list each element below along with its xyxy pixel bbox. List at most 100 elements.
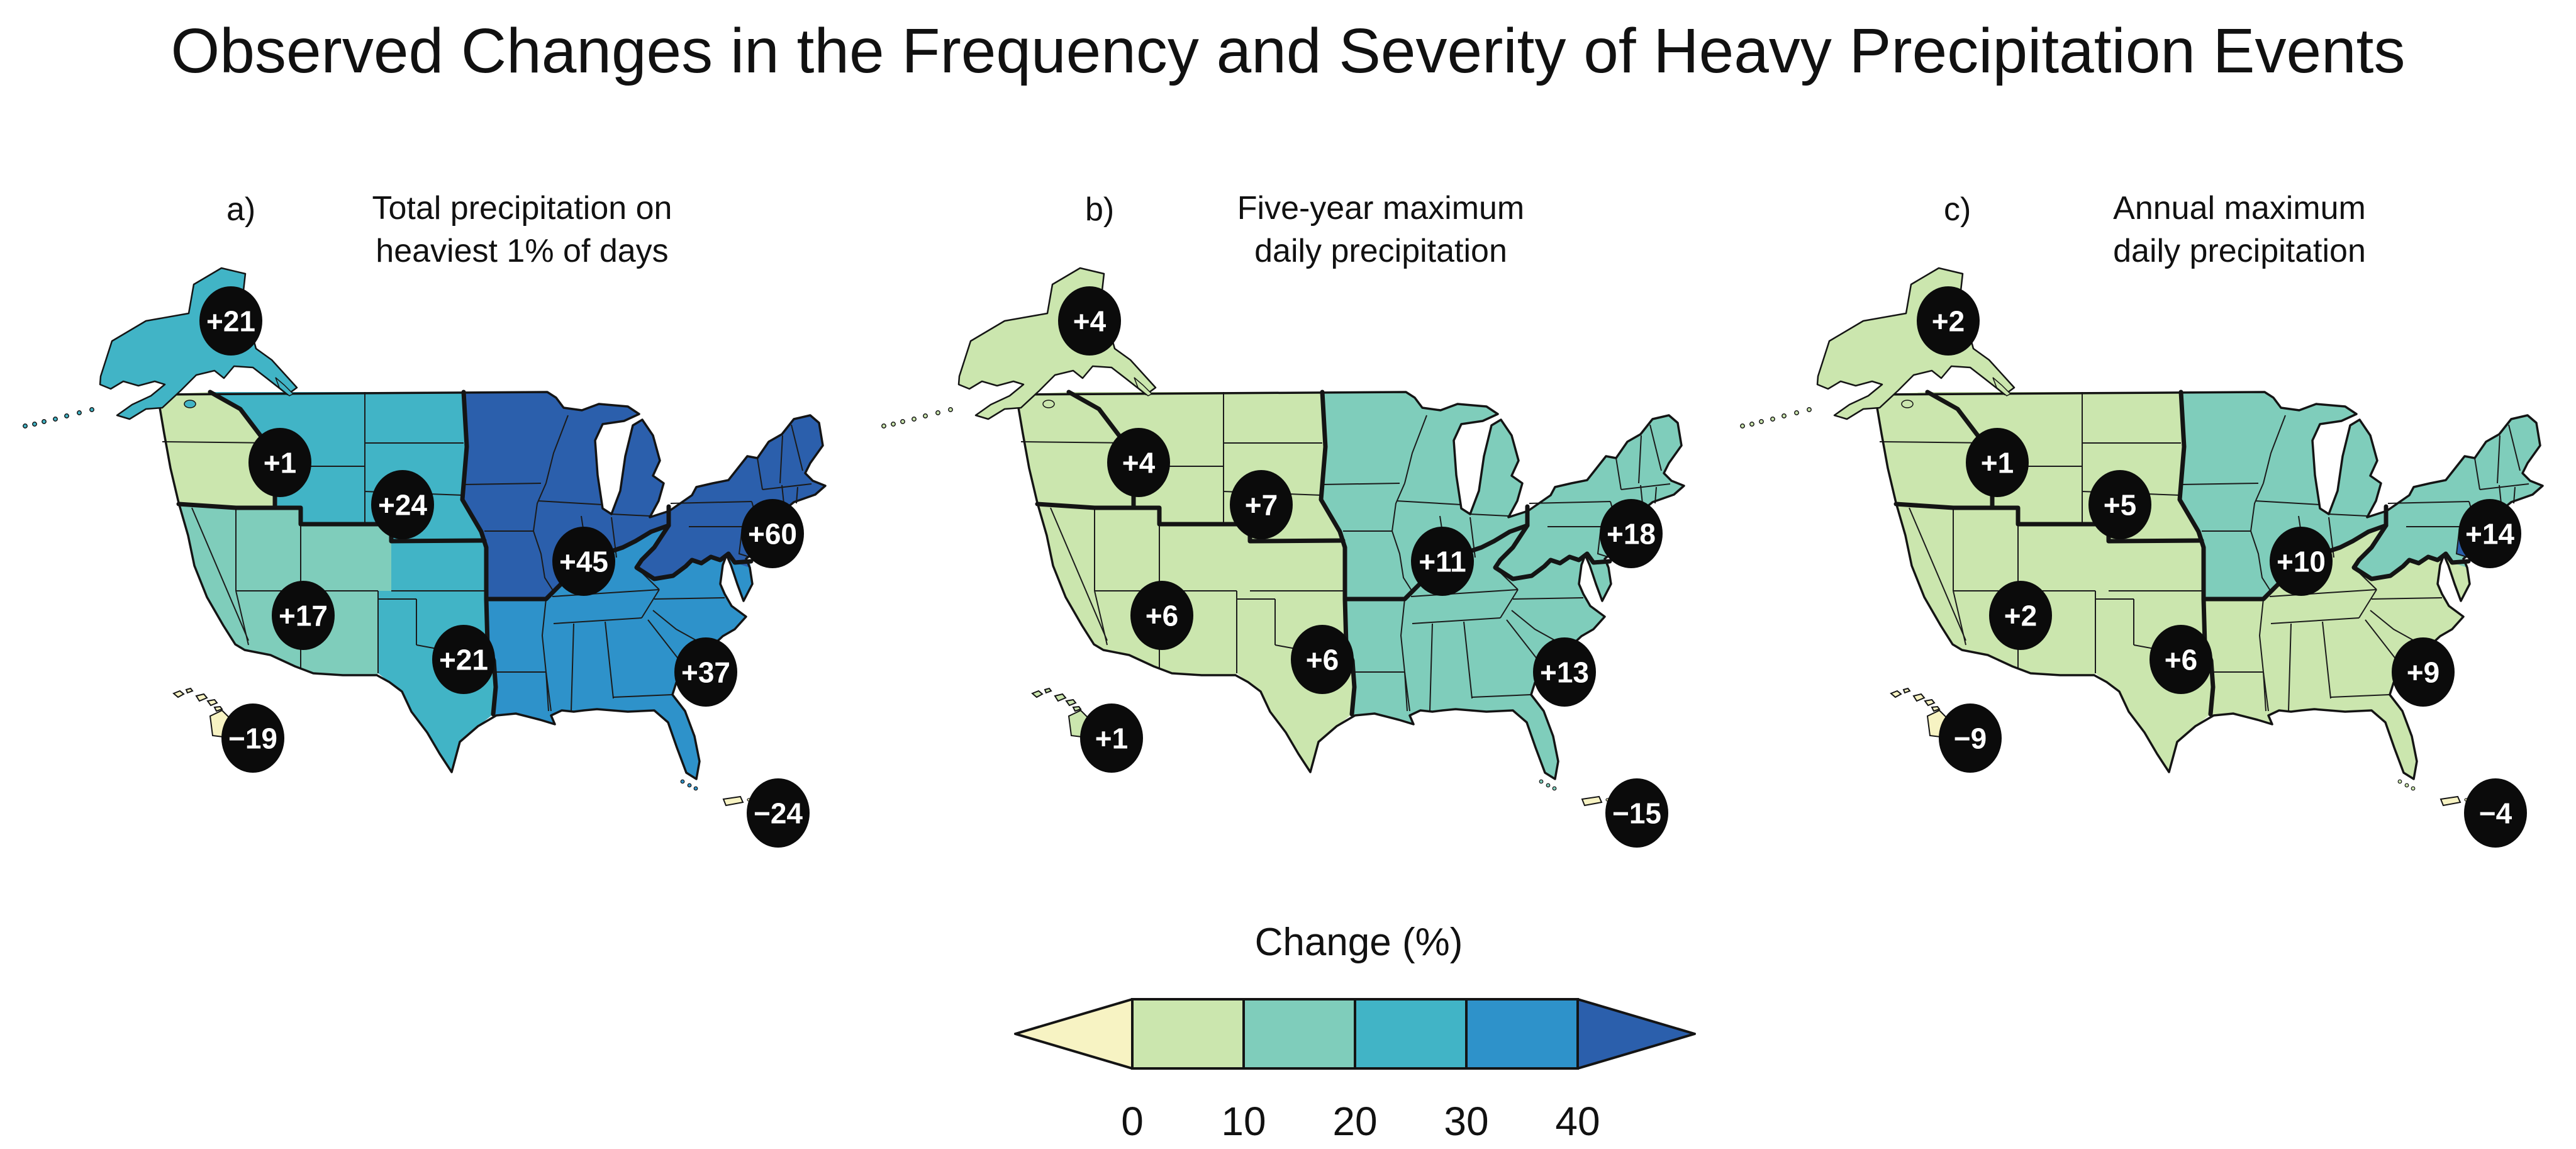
hawaii-island — [1031, 690, 1044, 698]
hawaii-island — [1890, 690, 1902, 698]
value-label-caribbean: −15 — [1612, 797, 1661, 830]
state-border — [1463, 621, 1473, 699]
state-border — [1429, 623, 1433, 712]
value-badge-northern_great_plains — [1230, 470, 1293, 539]
panel-a: a) Total precipitation on heaviest 1% of… — [0, 113, 859, 894]
panel-c-title: c) Annual maximum daily precipitation — [1717, 188, 2576, 307]
panel-b-title: b) Five-year maximum daily precipitation — [859, 188, 1717, 307]
conus-outline — [1875, 391, 2544, 780]
state-border — [791, 424, 803, 471]
aleutian-island — [1794, 410, 1799, 415]
aleutian-island — [32, 422, 37, 427]
value-label-southwest: +17 — [279, 600, 328, 632]
state-border — [2328, 513, 2368, 517]
value-badge-midwest — [552, 527, 615, 596]
aleutian-island — [935, 410, 940, 415]
state-border — [2258, 598, 2269, 712]
state-border — [1404, 671, 1408, 712]
state-border — [1322, 483, 1400, 485]
value-label-northwest: +1 — [264, 447, 296, 479]
value-badge-southern_great_plains — [1291, 625, 1354, 694]
value-badge-alaska — [199, 286, 262, 356]
state-border — [537, 500, 603, 505]
state-border — [613, 694, 672, 698]
alaska-panhandle-islands — [275, 377, 294, 396]
puerto-rico-shape — [1581, 795, 1603, 807]
puerto-rico-shape — [722, 795, 744, 807]
florida-keys-island — [1539, 779, 1544, 784]
state-border — [545, 671, 549, 712]
value-badge-northwest — [1966, 428, 2029, 497]
value-badge-caribbean — [747, 778, 810, 848]
value-label-alaska: +21 — [206, 305, 255, 338]
state-border — [757, 457, 763, 490]
alaska-shape — [1816, 267, 2016, 420]
legend-segment-3 — [1465, 998, 1579, 1070]
alaska-shape — [957, 267, 1157, 420]
us-map-b: +4 +4 +7 +11 +18 +6 +6 +13 +1 −15 — [881, 267, 1685, 848]
florida-keys-island — [2404, 783, 2409, 788]
value-badge-northeast — [741, 499, 804, 568]
panel-a-tag: a) — [226, 191, 256, 228]
value-label-midwest: +45 — [559, 546, 608, 578]
florida-keys-island — [1546, 783, 1551, 788]
hawaii-island — [1065, 698, 1077, 707]
panel-b-tag: b) — [1085, 191, 1115, 228]
aleutian-island — [891, 422, 896, 427]
state-border — [1909, 507, 1966, 641]
state-border — [1615, 457, 1622, 490]
state-border — [1094, 590, 1108, 646]
value-label-northern_great_plains: +24 — [378, 489, 427, 522]
state-border — [641, 589, 660, 619]
aleutian-island — [23, 423, 28, 429]
state-border — [762, 483, 812, 490]
aleutian-island — [900, 419, 905, 424]
state-border — [553, 617, 642, 624]
value-badge-southern_great_plains — [2149, 625, 2212, 694]
state-border — [571, 623, 574, 712]
region-northeast — [1495, 415, 1684, 579]
florida-keys-island — [693, 786, 698, 791]
aleutian-island — [89, 407, 94, 412]
alaska-panhandle-islands — [1134, 377, 1153, 396]
panel-a-title: a) Total precipitation on heaviest 1% of… — [0, 188, 859, 307]
florida-keys-island — [2411, 786, 2416, 791]
value-badge-caribbean — [1605, 778, 1668, 848]
value-label-northeast: +18 — [1607, 518, 1656, 551]
region-northeast — [2354, 415, 2543, 579]
value-badge-southern_great_plains — [432, 625, 495, 694]
value-badge-southeast — [674, 637, 737, 707]
conus-outline — [1016, 391, 1685, 780]
aleutian-island — [948, 407, 953, 412]
value-badge-hawaii — [1080, 703, 1143, 773]
state-border — [1469, 513, 1509, 517]
value-label-caribbean: −24 — [754, 797, 803, 830]
state-border — [1404, 415, 1427, 484]
value-badge-alaska — [1058, 286, 1121, 356]
value-badge-alaska — [1917, 286, 1980, 356]
florida-keys-island — [2397, 779, 2402, 784]
state-border — [1512, 597, 1584, 600]
state-border — [2497, 435, 2501, 484]
value-badge-southeast — [1533, 637, 1596, 707]
legend-tick-30: 30 — [1444, 1099, 1488, 1144]
state-border — [2250, 483, 2272, 592]
value-label-southern_great_plains: +6 — [1306, 644, 1339, 676]
hawaii-island — [1912, 693, 1926, 702]
value-label-alaska: +4 — [1073, 305, 1107, 338]
region-border — [176, 502, 487, 544]
value-badge-northeast — [1600, 499, 1663, 568]
hawaii-island — [1044, 687, 1052, 694]
aleutian-island — [881, 423, 886, 429]
aleutian-island — [1740, 423, 1745, 429]
region-border — [1319, 390, 1357, 717]
hawaii-island — [1072, 705, 1082, 712]
alaska-shape — [99, 267, 298, 420]
panel-c-title-line1: Annual maximum — [2113, 190, 2366, 227]
value-label-northern_great_plains: +5 — [2104, 489, 2136, 522]
value-badge-southwest — [1130, 581, 1193, 650]
value-label-southeast: +9 — [2407, 656, 2439, 689]
state-border — [2270, 617, 2360, 624]
state-border — [191, 507, 249, 641]
value-label-southwest: +2 — [2004, 600, 2037, 632]
